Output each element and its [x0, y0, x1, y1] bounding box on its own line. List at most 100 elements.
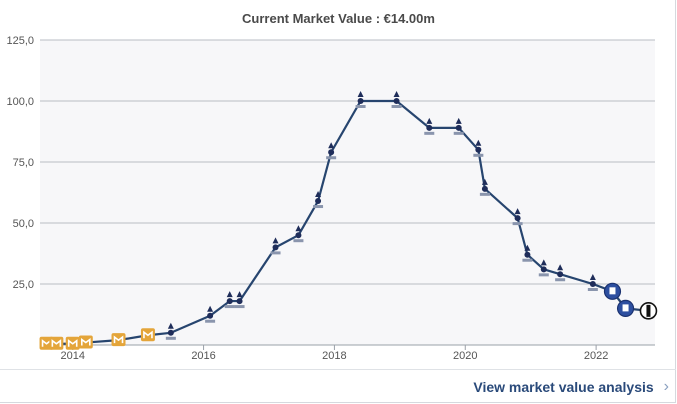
tottenham-cockerel-icon[interactable]: [393, 98, 400, 104]
plot-area: [40, 40, 655, 345]
data-point[interactable]: [479, 178, 490, 196]
data-point[interactable]: [603, 282, 622, 300]
cockerel-crest-mark: [315, 191, 322, 198]
tottenham-cockerel-icon[interactable]: [236, 298, 243, 305]
data-point[interactable]: [165, 322, 176, 340]
data-point[interactable]: [313, 191, 324, 209]
data-point[interactable]: [293, 225, 304, 243]
cockerel-base-mark: [538, 273, 549, 277]
cockerel-base-mark: [293, 239, 304, 243]
data-point[interactable]: [424, 117, 435, 135]
data-point[interactable]: [234, 291, 245, 309]
data-point[interactable]: [639, 302, 658, 320]
everton-tower-mark: [609, 287, 616, 295]
data-point[interactable]: [78, 335, 93, 349]
cockerel-base-mark: [453, 131, 464, 135]
cockerel-base-mark: [270, 251, 281, 255]
data-point[interactable]: [355, 91, 366, 108]
chart-title: Current Market Value : €14.00m: [242, 11, 435, 26]
cockerel-base-mark: [391, 105, 402, 108]
cockerel-base-mark: [479, 192, 490, 196]
footer-divider: [0, 369, 676, 370]
cockerel-base-mark: [473, 153, 484, 157]
cockerel-crest-mark: [167, 322, 174, 329]
y-tick-label: 75,0: [13, 157, 34, 169]
tottenham-cockerel-icon[interactable]: [315, 198, 322, 205]
cockerel-crest-mark: [236, 291, 243, 298]
cockerel-crest-mark: [455, 117, 462, 124]
cockerel-crest-mark: [272, 237, 279, 244]
tottenham-cockerel-icon[interactable]: [426, 124, 433, 131]
data-point[interactable]: [326, 142, 337, 160]
tottenham-cockerel-icon[interactable]: [295, 232, 302, 239]
cockerel-crest-mark: [589, 274, 596, 280]
data-point[interactable]: [205, 305, 216, 323]
chevron-right-icon: ›: [663, 378, 669, 395]
cockerel-crest-mark: [524, 244, 531, 251]
cockerel-base-mark: [555, 278, 566, 282]
data-point[interactable]: [522, 244, 533, 262]
y-tick-label: 125,0: [6, 35, 34, 47]
mk-dons-crest-mark: [51, 339, 62, 347]
mk-dons-crest-mark: [143, 330, 153, 339]
cockerel-base-mark: [224, 305, 235, 309]
data-point[interactable]: [473, 139, 484, 157]
data-point[interactable]: [111, 333, 126, 347]
mk-dons-crest-mark: [80, 337, 91, 346]
data-point[interactable]: [270, 237, 281, 255]
y-tick-label: 25,0: [13, 279, 34, 291]
cockerel-base-mark: [355, 105, 366, 108]
data-point[interactable]: [65, 336, 80, 350]
x-tick-label: 2020: [453, 350, 477, 362]
data-point[interactable]: [538, 259, 549, 277]
data-point[interactable]: [453, 117, 464, 135]
cockerel-base-mark: [522, 258, 533, 262]
cockerel-crest-mark: [226, 291, 233, 298]
y-tick-label: 100,0: [6, 96, 34, 108]
x-tick-label: 2018: [322, 350, 346, 362]
y-tick-label: 50,0: [13, 218, 34, 230]
cockerel-crest-mark: [426, 117, 433, 124]
tottenham-cockerel-icon[interactable]: [455, 124, 462, 131]
tottenham-cockerel-icon[interactable]: [272, 244, 279, 251]
data-point[interactable]: [587, 274, 598, 291]
everton-tower-mark: [622, 304, 629, 312]
cockerel-base-mark: [424, 131, 435, 135]
view-analysis-link[interactable]: View market value analysis ›: [473, 378, 669, 396]
data-point[interactable]: [224, 291, 235, 309]
cockerel-base-mark: [165, 336, 176, 340]
cockerel-crest-mark: [207, 305, 214, 312]
cockerel-crest-mark: [328, 142, 335, 149]
market-value-line: [46, 99, 649, 345]
mk-dons-crest-mark: [113, 335, 124, 344]
tottenham-cockerel-icon[interactable]: [207, 312, 214, 319]
cockerel-base-mark: [512, 222, 523, 226]
data-point[interactable]: [140, 328, 155, 342]
data-point[interactable]: [512, 208, 523, 226]
data-point[interactable]: [555, 264, 566, 282]
cockerel-crest-mark: [475, 139, 482, 146]
tottenham-cockerel-icon[interactable]: [328, 149, 335, 156]
cockerel-base-mark: [313, 205, 324, 209]
mk-dons-crest-mark: [67, 339, 78, 347]
cockerel-crest-mark: [481, 178, 488, 185]
tottenham-cockerel-icon[interactable]: [589, 281, 596, 287]
tottenham-cockerel-icon[interactable]: [167, 329, 174, 336]
tottenham-cockerel-icon[interactable]: [514, 215, 521, 222]
tottenham-cockerel-icon[interactable]: [226, 298, 233, 305]
tottenham-cockerel-icon[interactable]: [524, 251, 531, 258]
cockerel-base-mark: [234, 305, 245, 309]
data-point[interactable]: [49, 336, 64, 350]
tottenham-cockerel-icon[interactable]: [540, 266, 547, 273]
data-point[interactable]: [391, 91, 402, 108]
cockerel-crest-mark: [557, 264, 564, 271]
tottenham-cockerel-icon[interactable]: [557, 271, 564, 278]
tottenham-cockerel-icon[interactable]: [481, 185, 488, 192]
cockerel-base-mark: [205, 319, 216, 323]
x-tick-label: 2022: [584, 350, 608, 362]
view-analysis-label[interactable]: View market value analysis: [473, 379, 654, 395]
tottenham-cockerel-icon[interactable]: [475, 146, 482, 153]
data-point[interactable]: [616, 299, 635, 317]
tottenham-cockerel-icon[interactable]: [357, 98, 364, 104]
